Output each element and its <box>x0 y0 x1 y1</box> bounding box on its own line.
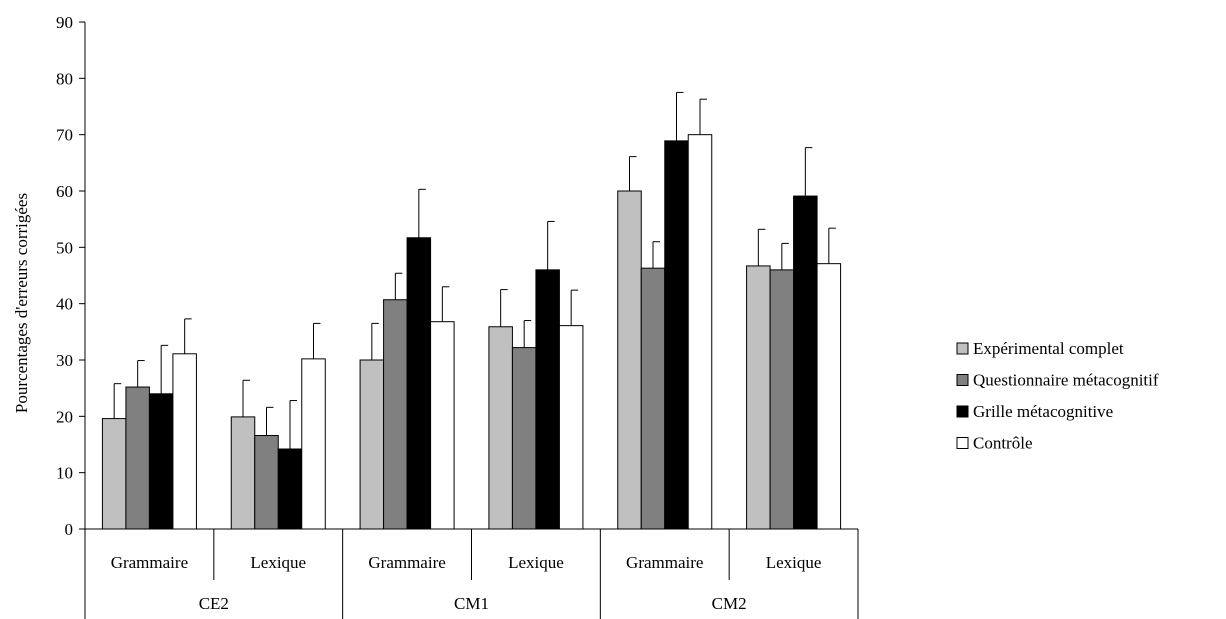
y-tick-label: 0 <box>65 520 74 539</box>
legend-swatch <box>956 374 969 386</box>
bar <box>640 267 666 530</box>
bar <box>301 358 326 530</box>
bar <box>125 386 150 530</box>
legend: Expérimental complet Questionnaire métaco… <box>956 339 1159 453</box>
x-category-label: Lexique <box>250 553 306 572</box>
legend-label: Contrôle <box>973 434 1033 453</box>
bar <box>101 418 127 530</box>
y-tick-label: 10 <box>56 464 73 483</box>
x-category-label: Lexique <box>766 553 822 572</box>
y-tick-label: 20 <box>56 407 73 426</box>
bar <box>793 195 818 530</box>
y-tick-label: 40 <box>56 295 73 314</box>
x-category-label: Grammaire <box>111 553 188 572</box>
x-category-label: Lexique <box>508 553 564 572</box>
bar <box>558 325 584 530</box>
bars <box>101 91 842 530</box>
bar <box>488 326 513 530</box>
bar <box>430 321 455 530</box>
bar <box>148 393 174 530</box>
y-tick-label: 50 <box>56 238 73 257</box>
bar <box>172 353 197 530</box>
bar <box>230 416 256 530</box>
legend-swatch <box>956 437 969 449</box>
bar <box>383 299 408 530</box>
legend-swatch <box>956 342 969 355</box>
y-axis-title: Pourcentages d'erreurs corrigées <box>12 193 31 413</box>
y-tick-label: 90 <box>56 13 73 32</box>
bar <box>511 347 537 530</box>
bar <box>406 237 432 530</box>
legend-swatch <box>956 405 969 418</box>
y-tick-label: 60 <box>56 182 73 201</box>
x-axis: Grammaire Lexique Grammaire Lexique Grammair… <box>84 528 859 619</box>
bar <box>535 269 560 530</box>
x-category-label: Grammaire <box>368 553 445 572</box>
bar <box>359 359 385 530</box>
x-category-label: Grammaire <box>626 553 703 572</box>
bar <box>277 448 303 530</box>
y-tick-label: 30 <box>56 351 73 370</box>
y-tick-label: 80 <box>56 69 73 88</box>
x-group-label: CE2 <box>199 594 229 613</box>
x-group-label: CM1 <box>454 594 489 613</box>
bar <box>617 190 642 530</box>
y-axis: 0 10 20 30 40 50 60 70 80 90 <box>56 13 86 539</box>
legend-label: Grille métacognitive <box>973 402 1113 421</box>
legend-label: Questionnaire métacognitif <box>973 371 1159 390</box>
bar <box>769 269 795 530</box>
x-group-label: CM2 <box>712 594 747 613</box>
bar <box>687 134 713 530</box>
y-tick-label: 70 <box>56 126 73 145</box>
legend-label: Expérimental complet <box>973 339 1124 358</box>
bar <box>664 140 689 530</box>
bar <box>816 263 842 530</box>
bar <box>746 265 771 530</box>
bar <box>254 434 279 530</box>
